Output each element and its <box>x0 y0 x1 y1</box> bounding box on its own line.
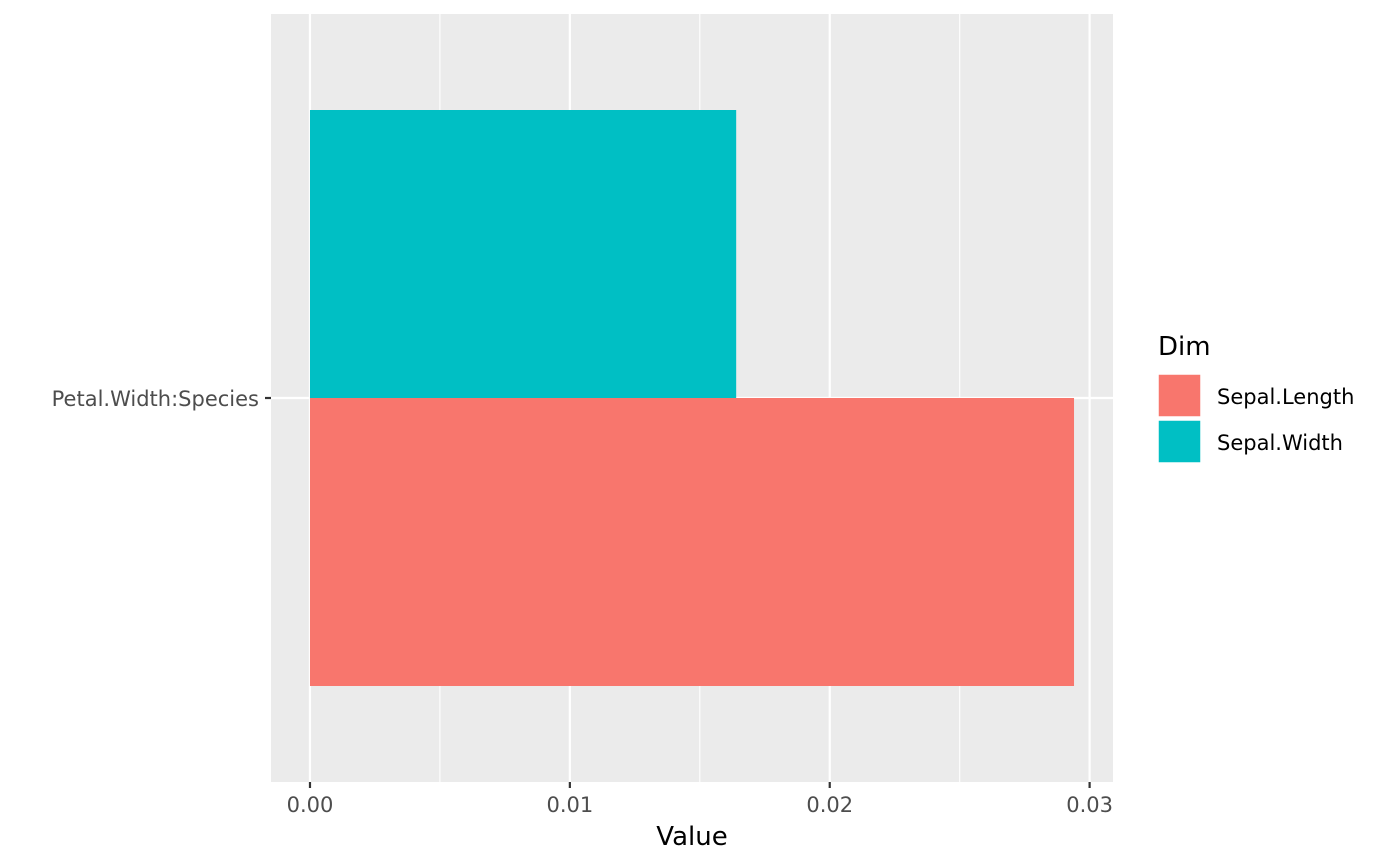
y-tick-label: Petal.Width:Species <box>52 387 259 411</box>
x-tick-label: 0.01 <box>546 793 593 817</box>
bar-sepal-length <box>309 398 1075 686</box>
y-axis: Petal.Width:Species <box>52 387 271 411</box>
x-tick-label: 0.03 <box>1066 793 1113 817</box>
legend: Dim Sepal.Length Sepal.Width <box>1157 332 1354 464</box>
legend-title: Dim <box>1158 332 1211 362</box>
legend-key-sepal-width <box>1157 419 1202 464</box>
x-tick-label: 0.00 <box>287 793 334 817</box>
legend-key-sepal-length <box>1157 373 1202 418</box>
x-tick-label: 0.02 <box>806 793 853 817</box>
legend-label: Sepal.Width <box>1217 431 1343 455</box>
legend-label: Sepal.Length <box>1217 385 1354 409</box>
bar-sepal-width <box>309 110 737 398</box>
bars <box>309 110 1075 686</box>
x-axis: 0.00 0.01 0.02 0.03 <box>287 782 1113 817</box>
x-axis-title: Value <box>656 822 727 852</box>
